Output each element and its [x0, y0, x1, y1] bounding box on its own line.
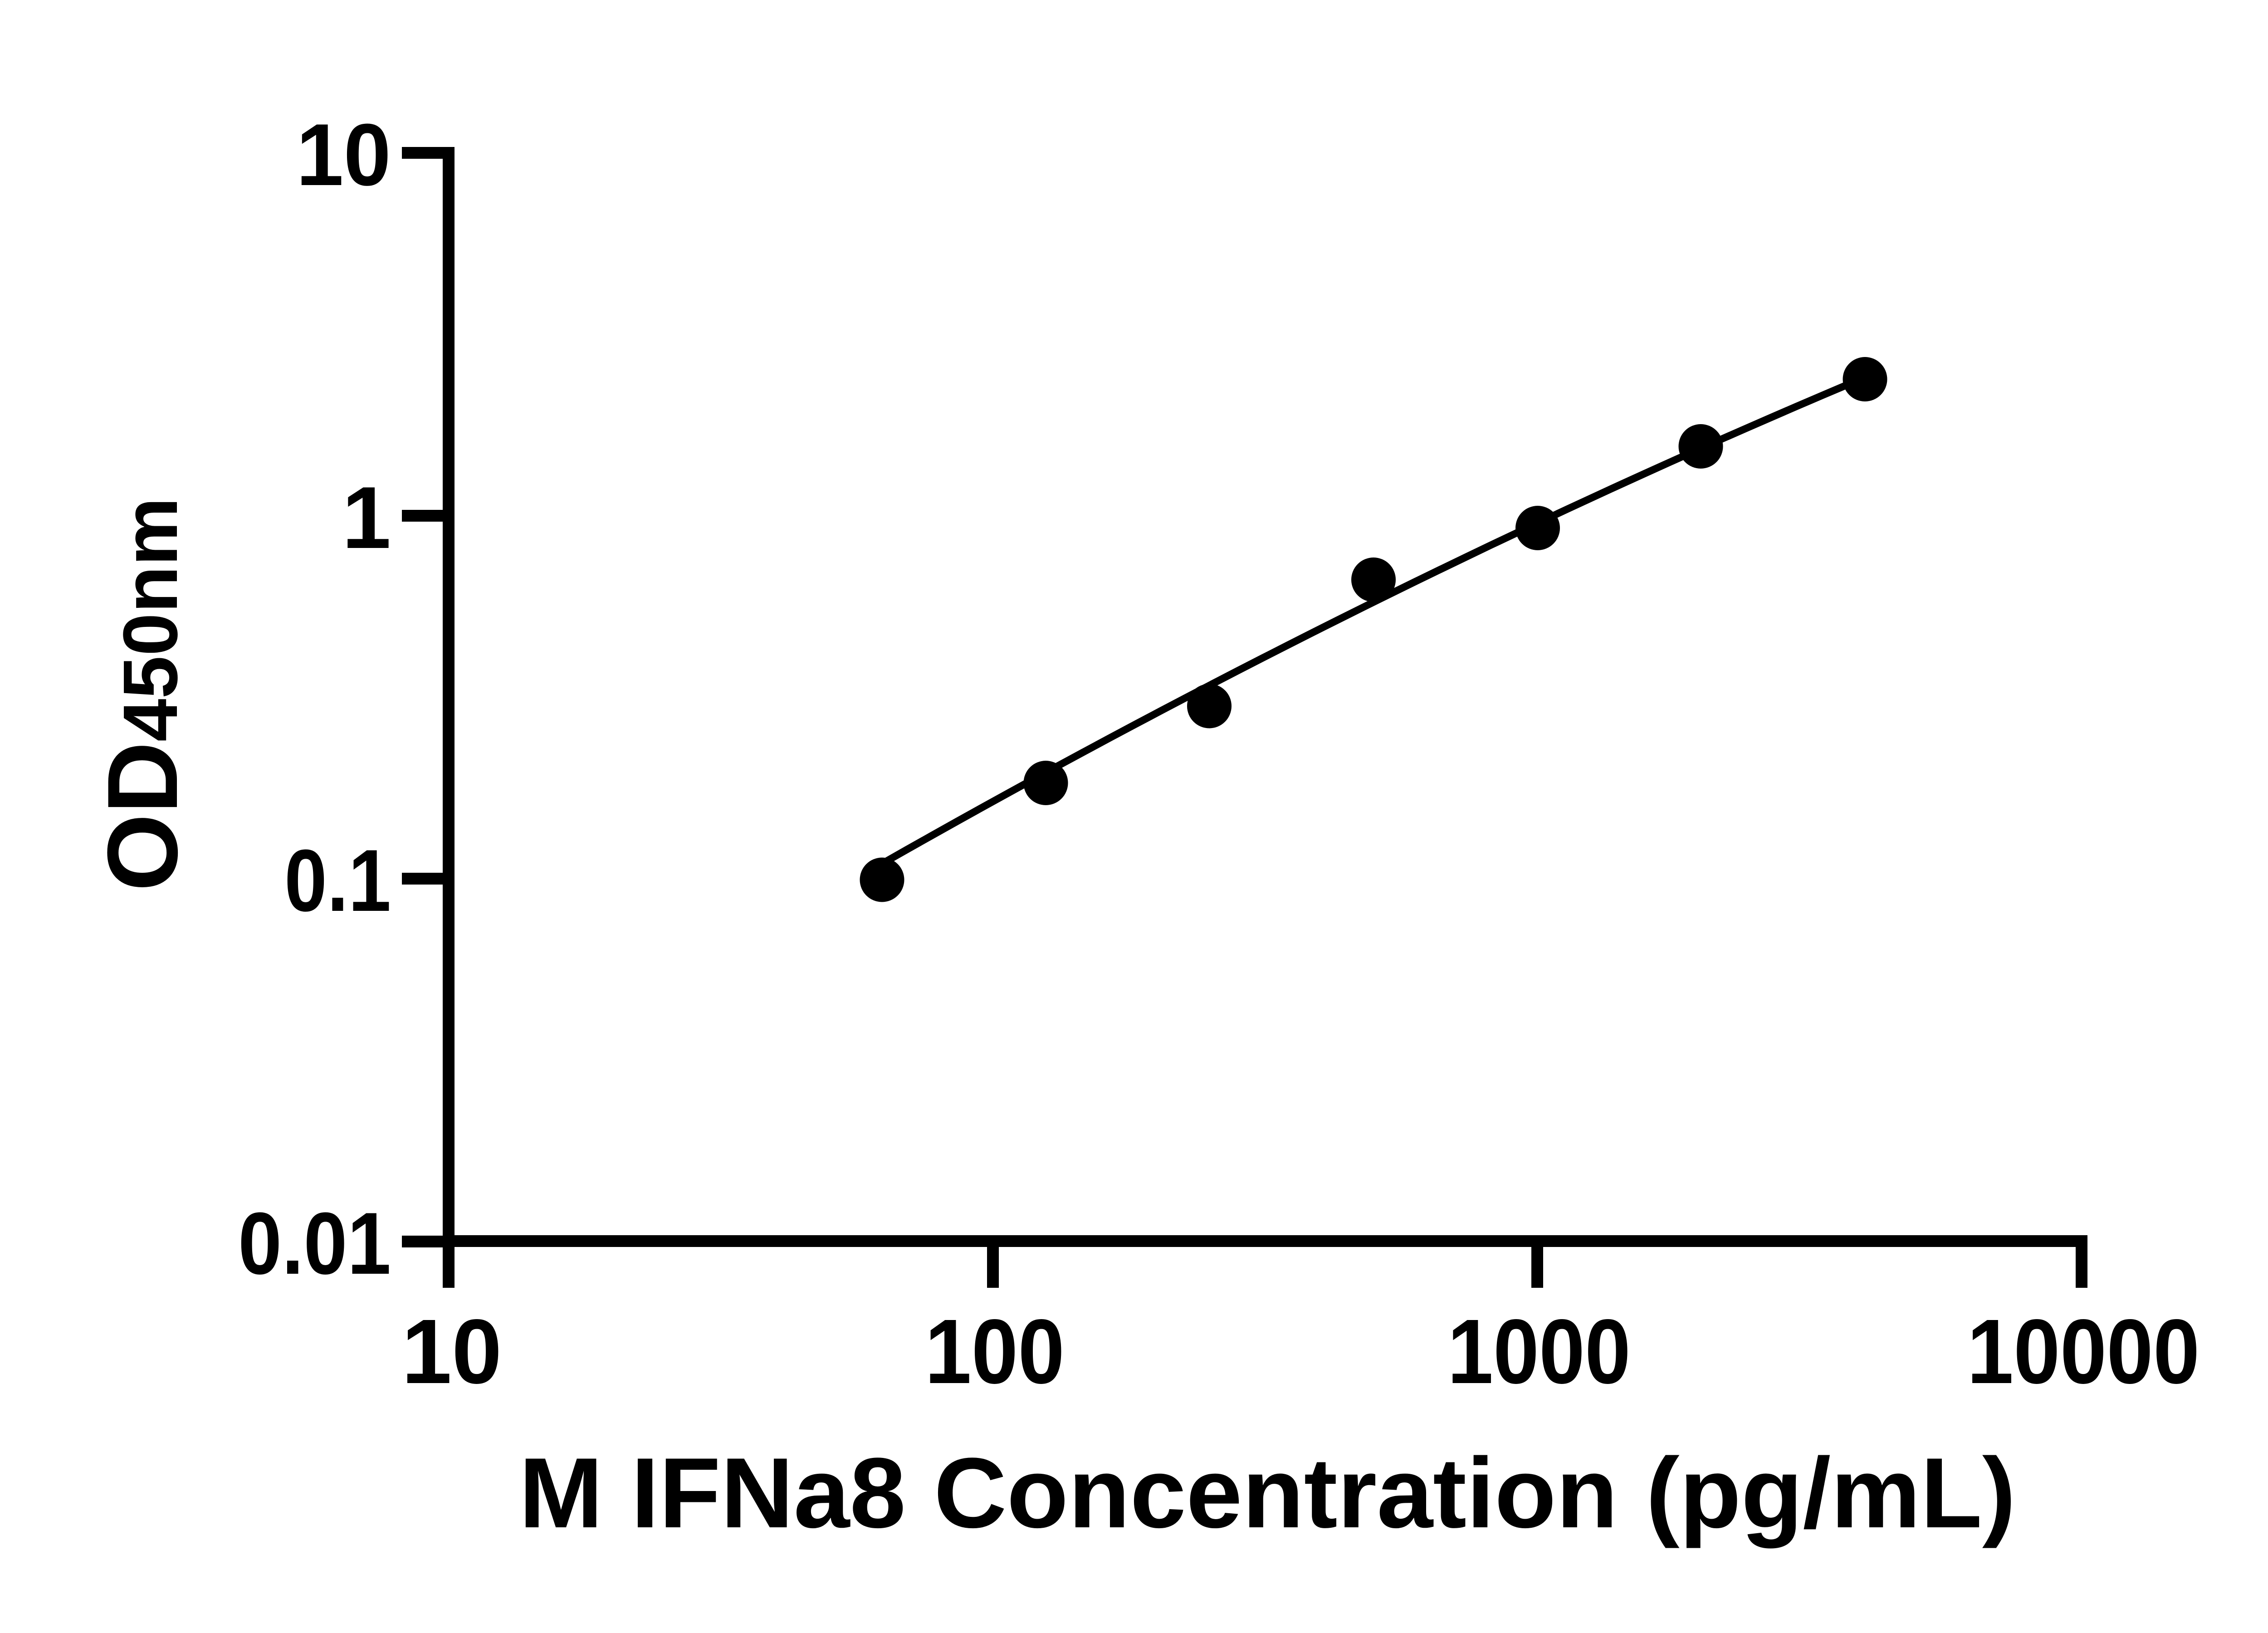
svg-text:10000: 10000: [1967, 1300, 2200, 1403]
svg-text:0.01: 0.01: [238, 1194, 391, 1293]
svg-text:M IFNa8 Concentration (pg/mL): M IFNa8 Concentration (pg/mL): [519, 1437, 2016, 1549]
svg-text:100: 100: [925, 1300, 1065, 1403]
svg-text:10: 10: [402, 1300, 502, 1403]
svg-text:1000: 1000: [1447, 1300, 1631, 1403]
svg-text:10: 10: [296, 106, 391, 204]
svg-text:1: 1: [342, 469, 391, 567]
svg-text:0.1: 0.1: [284, 831, 391, 930]
svg-text:OD450nm: OD450nm: [87, 497, 198, 891]
